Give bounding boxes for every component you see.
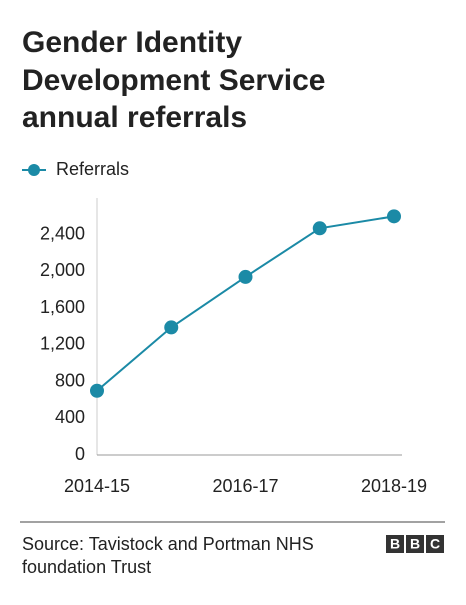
source: Source: Tavistock and Portman NHS — [22, 534, 314, 554]
chart-title: Development Service — [22, 64, 325, 97]
x-tick-label: 2018-19 — [361, 476, 427, 496]
logo-letter: B — [410, 536, 420, 552]
legend-marker — [28, 164, 40, 176]
data-point — [238, 269, 253, 284]
logo-box — [406, 535, 424, 553]
legend-label: Referrals — [56, 159, 129, 179]
y-tick-label: 400 — [55, 407, 85, 427]
logo-box — [426, 535, 444, 553]
data-point — [387, 209, 401, 224]
y-tick-label: 2,400 — [40, 223, 85, 243]
chart-title: Gender Identity — [22, 26, 242, 59]
chart-title: annual referrals — [22, 101, 247, 134]
series-line — [96, 215, 395, 392]
y-tick-label: 0 — [75, 444, 85, 464]
logo-letter: B — [390, 536, 400, 552]
y-tick-label: 800 — [55, 370, 85, 390]
source: foundation Trust — [22, 557, 151, 577]
logo-letter: C — [430, 536, 440, 552]
data-point — [312, 221, 327, 236]
x-tick-label: 2014-15 — [64, 476, 130, 496]
logo-box — [386, 535, 404, 553]
data-point — [90, 383, 104, 398]
y-tick-label: 1,200 — [40, 334, 85, 354]
x-tick-label: 2016-17 — [212, 476, 278, 496]
y-tick-label: 2,000 — [40, 260, 85, 280]
data-point — [164, 320, 179, 335]
y-tick-label: 1,600 — [40, 297, 85, 317]
